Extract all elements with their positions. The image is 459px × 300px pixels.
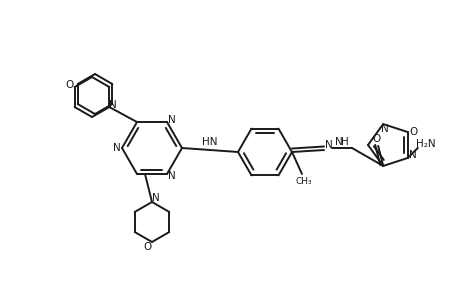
Text: N: N	[113, 143, 121, 153]
Text: H: H	[341, 137, 348, 147]
Text: CH₃: CH₃	[295, 176, 312, 185]
Text: N: N	[168, 115, 175, 125]
Text: N: N	[408, 150, 416, 160]
Text: O: O	[409, 127, 417, 137]
Text: O: O	[66, 80, 73, 90]
Text: O: O	[144, 242, 152, 252]
Text: N: N	[168, 171, 175, 181]
Text: HN: HN	[202, 137, 217, 147]
Text: H₂N: H₂N	[415, 139, 435, 149]
Text: N: N	[325, 140, 332, 150]
Text: O: O	[371, 134, 380, 144]
Text: N: N	[109, 100, 117, 110]
Text: N: N	[335, 137, 342, 147]
Text: N: N	[381, 124, 388, 134]
Text: N: N	[152, 193, 160, 203]
